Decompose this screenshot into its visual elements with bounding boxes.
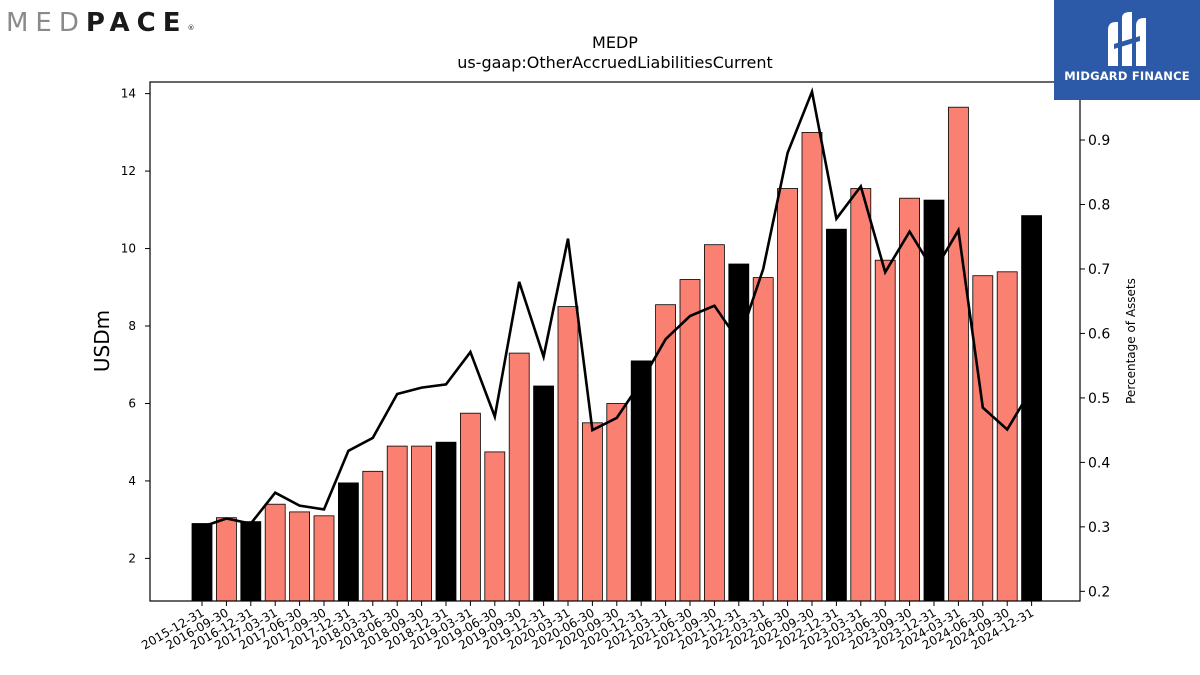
left-axis: 2 4 6 8 10 12 14: [121, 87, 150, 565]
bar-2022-03-31: [752, 277, 774, 602]
bar-2022-12-31: [826, 228, 847, 602]
bars-group: [191, 106, 1042, 602]
bar-2020-09-30: [606, 403, 628, 602]
percentage-of-assets-line: [201, 87, 1033, 529]
bar-2018-03-31: [362, 470, 384, 602]
logo-registered-mark: ®: [187, 24, 195, 32]
bar-2020-12-31: [630, 360, 652, 602]
bar-2017-06-30: [289, 511, 311, 602]
midgard-finance-logo: MIDGARD FINANCE: [1054, 0, 1200, 100]
bar-2020-03-31: [557, 306, 579, 602]
y2-tick-label: 0.4: [1088, 455, 1110, 471]
bar-2024-06-30: [972, 275, 994, 602]
y2-tick-label: 0.6: [1088, 326, 1110, 342]
y-tick-label: 8: [128, 319, 136, 333]
bar-2023-03-31: [850, 188, 872, 602]
bar-2016-09-30: [215, 517, 237, 602]
bar-2017-09-30: [313, 515, 335, 602]
y-tick-label: 10: [121, 242, 136, 256]
bar-2024-12-31: [1021, 215, 1042, 602]
y2-tick-label: 0.8: [1088, 197, 1110, 213]
bar-2017-03-31: [264, 503, 286, 602]
logo-text-midgard: MIDGARD FINANCE: [1064, 69, 1190, 83]
bar-2024-09-30: [996, 271, 1018, 602]
bar-2022-09-30: [801, 131, 823, 602]
bar-2019-09-30: [508, 352, 530, 602]
chart-title: MEDP: [592, 33, 638, 52]
bar-2022-06-30: [777, 188, 798, 602]
logo-text-pace: PACE: [85, 8, 188, 38]
bar-2024-03-31: [948, 106, 969, 602]
midgard-m-icon: [1108, 12, 1146, 66]
y-tick-label: 14: [121, 87, 136, 101]
y2-tick-label: 0.2: [1088, 584, 1110, 600]
bar-2021-09-30: [704, 244, 725, 602]
bar-2019-06-30: [484, 451, 506, 602]
bar-2018-09-30: [411, 445, 433, 602]
y2-tick-label: 0.3: [1088, 520, 1110, 536]
bar-2017-12-31: [337, 482, 359, 602]
y2-tick-label: 0.5: [1088, 391, 1110, 407]
y-tick-label: 12: [121, 164, 136, 178]
bar-2015-12-31: [191, 523, 213, 602]
bar-2021-12-31: [728, 263, 750, 602]
y-tick-label: 6: [128, 396, 136, 410]
bar-2023-09-30: [899, 197, 920, 602]
logo-text-med: MED: [6, 8, 86, 38]
y2-tick-label: 0.9: [1088, 133, 1110, 149]
y-tick-label: 2: [128, 551, 136, 565]
plot-frame: [149, 81, 1081, 602]
bar-2019-03-31: [459, 412, 481, 602]
y-axis-label: USDm: [90, 310, 114, 372]
line-layer: [201, 87, 1033, 529]
y2-axis-label: Percentage of Assets: [1124, 278, 1138, 404]
bar-2018-12-31: [435, 441, 457, 602]
right-axis: 0.2 0.3 0.4 0.5 0.6 0.7 0.8 0.9: [1080, 133, 1110, 600]
bar-2016-12-31: [240, 521, 262, 602]
bar-2018-06-30: [386, 445, 408, 602]
medpace-logo: MED PACE ®: [6, 6, 195, 40]
bar-2023-06-30: [874, 259, 896, 602]
chart-subtitle: us-gaap:OtherAccruedLiabilitiesCurrent: [457, 53, 773, 72]
y-tick-label: 4: [128, 474, 136, 488]
x-axis: 2015-12-312016-09-302016-12-312017-03-31…: [139, 601, 1036, 652]
bar-2021-06-30: [679, 279, 701, 602]
bar-2020-06-30: [582, 422, 603, 602]
bar-2019-12-31: [533, 385, 554, 602]
y2-tick-label: 0.7: [1088, 262, 1110, 278]
